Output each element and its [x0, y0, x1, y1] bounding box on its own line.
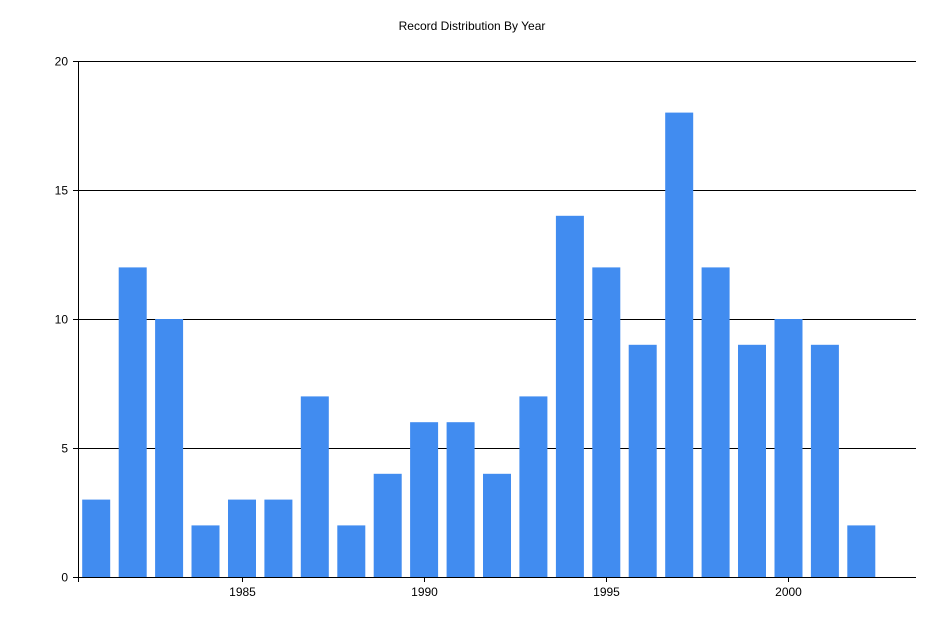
- bar-2000: [774, 319, 803, 577]
- y-axis-ticks: 0 5 10 15 20: [55, 55, 78, 585]
- x-tick-label: 1985: [229, 585, 256, 599]
- bar-1990: [410, 422, 439, 577]
- bar-1994: [555, 215, 584, 578]
- bar-1983: [155, 319, 184, 577]
- bar-1984: [191, 525, 220, 577]
- bar-1991: [446, 422, 475, 577]
- x-tick-label: 2000: [775, 585, 802, 599]
- bar-1993: [519, 396, 548, 577]
- bar-2001: [810, 344, 839, 577]
- bar-1995: [592, 267, 621, 577]
- x-tick-label: 1990: [411, 585, 438, 599]
- bar-1981: [82, 499, 111, 577]
- bar-1982: [118, 267, 147, 577]
- bar-1998: [701, 267, 730, 577]
- bar-1985: [228, 499, 256, 577]
- bars: [82, 112, 876, 578]
- bar-2002: [847, 525, 876, 577]
- bar-1989: [373, 473, 402, 577]
- y-tick-label: 20: [55, 55, 69, 69]
- axes: [73, 61, 916, 582]
- bar-1997: [665, 112, 694, 577]
- y-tick-label: 15: [55, 184, 69, 198]
- bar-1992: [483, 473, 511, 577]
- bar-1999: [738, 344, 766, 577]
- y-tick-label: 0: [61, 571, 68, 585]
- x-axis-ticks: 1985 1990 1995 2000: [229, 577, 802, 599]
- bar-1996: [628, 344, 657, 577]
- bar-1987: [300, 396, 329, 577]
- y-tick-label: 10: [55, 313, 69, 327]
- x-tick-label: 1995: [593, 585, 620, 599]
- bar-1988: [337, 525, 366, 577]
- y-tick-label: 5: [61, 442, 68, 456]
- chart-title: Record Distribution By Year: [399, 19, 546, 33]
- bar-1986: [264, 499, 293, 577]
